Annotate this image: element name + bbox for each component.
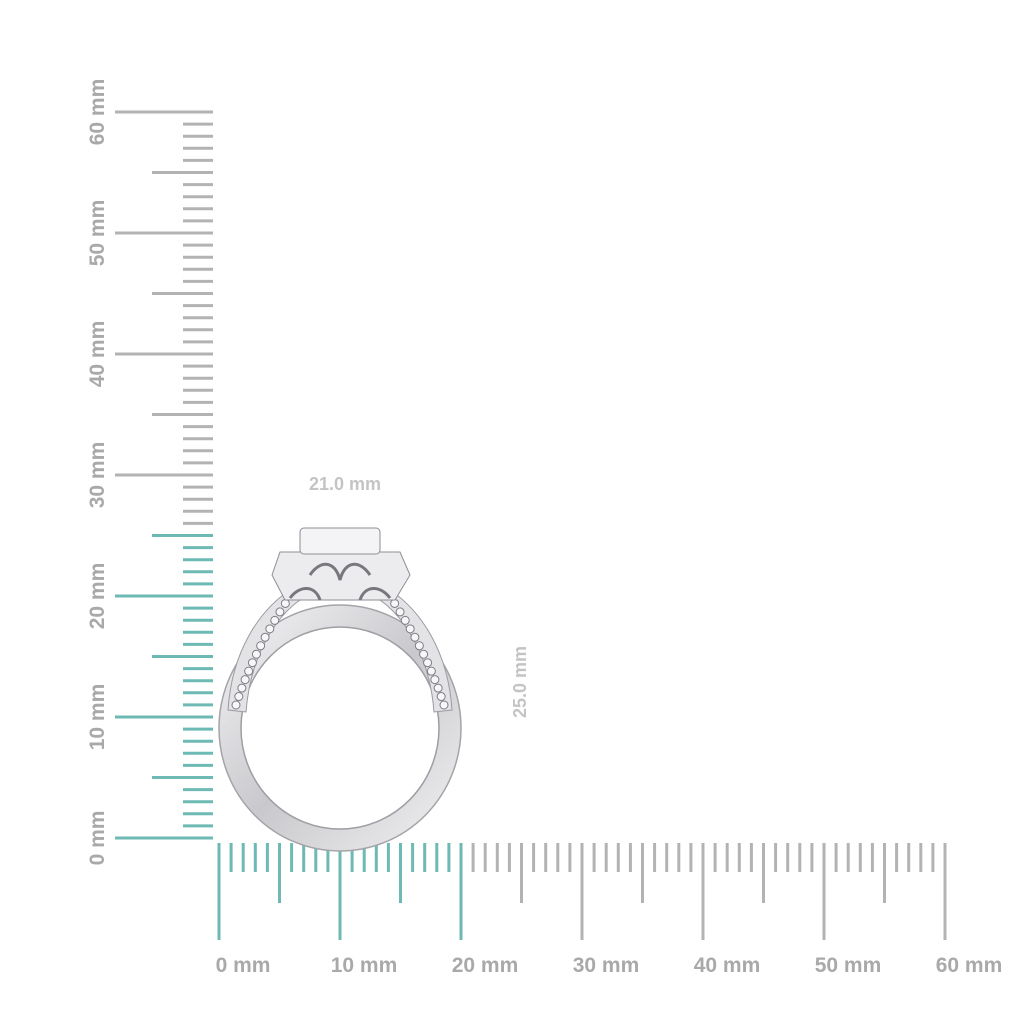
stone: [247, 658, 257, 668]
stone: [419, 649, 429, 659]
stone: [436, 692, 446, 702]
stone: [433, 683, 443, 693]
stone: [231, 700, 241, 710]
horizontal-tick-label: 0 mm: [216, 954, 271, 977]
horizontal-tick-label: 40 mm: [694, 954, 761, 977]
vertical-tick-label: 30 mm: [86, 442, 109, 509]
stone: [256, 641, 266, 651]
vertical-tick-label: 10 mm: [86, 684, 109, 751]
stone: [237, 683, 247, 693]
stone: [390, 598, 400, 608]
stone: [265, 624, 275, 634]
vertical-tick-label: 50 mm: [86, 200, 109, 267]
horizontal-tick-label: 60 mm: [936, 954, 1003, 977]
stone: [280, 598, 290, 608]
stone: [251, 649, 261, 659]
stone: [439, 700, 449, 710]
stone: [395, 607, 405, 617]
vertical-tick-label: 20 mm: [86, 563, 109, 630]
stone: [423, 658, 433, 668]
height-dimension-label: 25.0 mm: [510, 646, 530, 718]
ring-image: [218, 527, 462, 852]
stone: [426, 666, 436, 676]
stone: [275, 607, 285, 617]
horizontal-tick-label: 50 mm: [815, 954, 882, 977]
stone: [234, 692, 244, 702]
stone: [414, 641, 424, 651]
vertical-ruler: 0 mm 10 mm 20 mm 30 mm 40 mm 50 mm 60 mm: [86, 79, 213, 866]
stone: [430, 675, 440, 685]
stone: [244, 666, 254, 676]
stone: [270, 615, 280, 625]
horizontal-ruler: 0 mm 10 mm 20 mm 30 mm 40 mm 50 mm 60 mm: [216, 843, 1003, 977]
stone: [410, 632, 420, 642]
stone: [260, 632, 270, 642]
horizontal-tick-label: 30 mm: [573, 954, 640, 977]
width-dimension-label: 21.0 mm: [309, 474, 381, 494]
stone: [240, 675, 250, 685]
horizontal-tick-label: 10 mm: [331, 954, 398, 977]
stone: [400, 615, 410, 625]
horizontal-tick-label: 20 mm: [452, 954, 519, 977]
ring-band: [219, 605, 461, 851]
vertical-tick-label: 60 mm: [86, 79, 109, 146]
vertical-tick-label: 0 mm: [86, 811, 109, 866]
stone: [405, 624, 415, 634]
vertical-tick-label: 40 mm: [86, 321, 109, 388]
